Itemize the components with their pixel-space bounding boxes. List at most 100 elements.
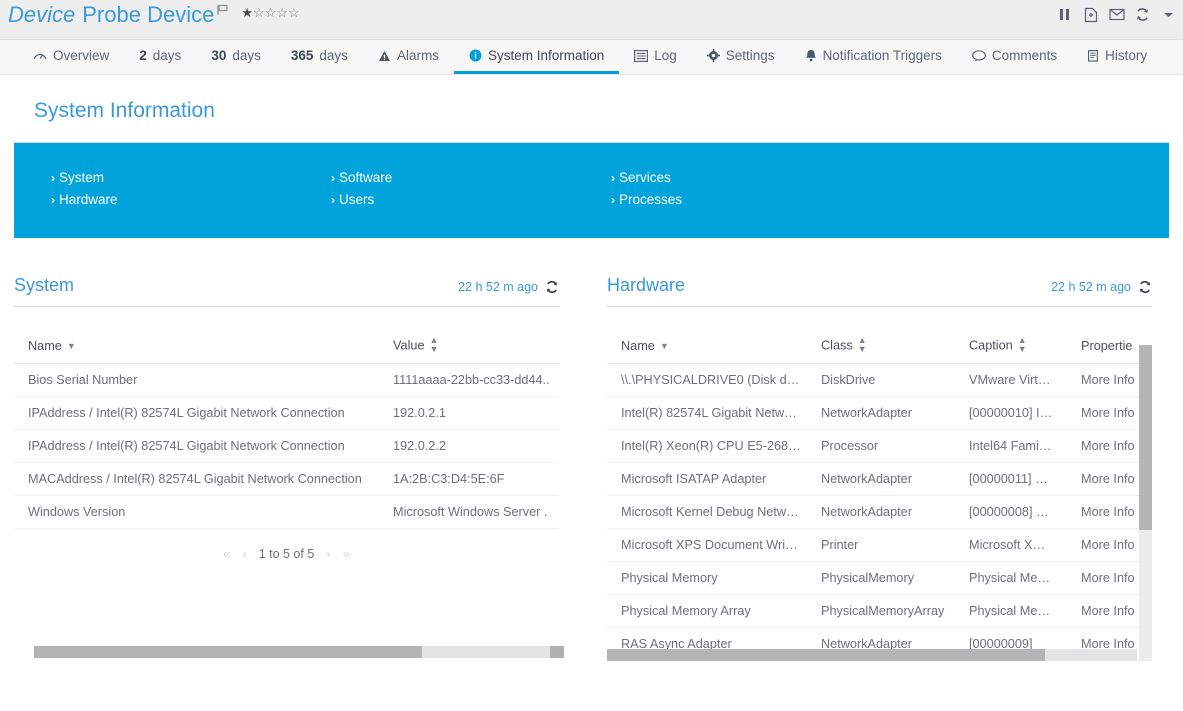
mail-icon[interactable]	[1108, 6, 1125, 23]
tab-alarms[interactable]: Alarms	[363, 40, 454, 74]
sort-none-icon: ▲ ▼	[1017, 335, 1027, 354]
tab-log[interactable]: Log	[619, 40, 692, 74]
bell-icon	[805, 49, 817, 62]
rating-stars[interactable]: ★☆☆☆☆	[241, 6, 299, 19]
table-row[interactable]: Physical Memory PhysicalMemory Physical Me…	[607, 561, 1152, 595]
column-header-caption[interactable]: Caption ▲ ▼	[955, 329, 1067, 364]
hardware-table: Name ▼ Class ▲ ▼ Caption ▲ ▼ Propertie \\.\PH…	[607, 329, 1152, 661]
hardware-vertical-scrollbar[interactable]	[1139, 345, 1152, 661]
quick-link-software[interactable]: › Software	[331, 167, 574, 189]
cell-caption: Intel64 Fami…	[955, 429, 1067, 463]
quick-link-hardware[interactable]: › Hardware	[51, 189, 294, 211]
tab-30-days[interactable]: 30 days	[196, 40, 276, 74]
chevron-down-icon[interactable]	[1160, 6, 1177, 23]
pagination-first-button[interactable]: «	[223, 546, 231, 561]
tab-label: Settings	[725, 48, 775, 63]
refresh-icon[interactable]	[1138, 280, 1152, 294]
table-row[interactable]: Microsoft Kernel Debug Netw… NetworkAdapt…	[607, 495, 1152, 529]
sort-none-icon: ▲ ▼	[857, 335, 867, 354]
system-table: Name ▼ Value ▲ ▼ Bios Serial Number 1111aaaa…	[14, 329, 559, 529]
table-row[interactable]: Microsoft ISATAP Adapter NetworkAdapter [0…	[607, 462, 1152, 496]
quick-link-services[interactable]: › Services	[611, 167, 854, 189]
scrollbar-endcap[interactable]	[550, 646, 564, 658]
table-row[interactable]: Microsoft XPS Document Wri… Printer Micros…	[607, 528, 1152, 562]
star-empty[interactable]: ☆☆☆☆	[252, 5, 300, 20]
add-document-icon[interactable]	[1082, 6, 1099, 23]
hardware-panel-header: Hardware 22 h 52 m ago	[607, 275, 1152, 307]
pagination-next-button[interactable]: ›	[326, 546, 331, 561]
tab-365-days[interactable]: 365 days	[276, 40, 363, 74]
table-row[interactable]: Physical Memory Array PhysicalMemoryArray…	[607, 594, 1152, 628]
refresh-icon[interactable]	[545, 280, 559, 294]
more-info-link[interactable]: More Info	[1067, 363, 1152, 397]
table-row[interactable]: \\.\PHYSICALDRIVE0 (Disk dr… DiskDrive VMw…	[607, 363, 1152, 397]
tab-notification-triggers[interactable]: Notification Triggers	[790, 40, 957, 74]
tab-settings[interactable]: Settings	[692, 40, 790, 74]
tab-overview[interactable]: Overview	[18, 40, 124, 74]
scrollbar-thumb[interactable]	[607, 649, 1045, 661]
column-header-name[interactable]: Name ▼	[607, 329, 807, 364]
cell-value: 1111aaaa-22bb-cc33-dd44..	[379, 363, 559, 397]
tab-label: Overview	[53, 48, 110, 63]
device-title: Device Probe Device ★☆☆☆☆	[8, 2, 300, 28]
warning-triangle-icon	[378, 50, 391, 62]
table-row[interactable]: MACAddress / Intel(R) 82574L Gigabit Net…	[14, 462, 559, 496]
more-info-link[interactable]: More Info	[1067, 462, 1152, 496]
more-info-link[interactable]: More Info	[1067, 396, 1152, 430]
more-info-link[interactable]: More Info	[1067, 561, 1152, 595]
cell-caption: VMware Virt…	[955, 363, 1067, 397]
star-filled[interactable]: ★	[241, 5, 253, 20]
tab-history[interactable]: History	[1072, 40, 1162, 74]
cell-value: Microsoft Windows Server .	[379, 495, 559, 529]
cell-caption: [00000011] …	[955, 462, 1067, 496]
gauge-icon	[33, 49, 47, 62]
column-header-name[interactable]: Name ▼	[14, 329, 379, 364]
column-header-properties[interactable]: Propertie	[1067, 329, 1152, 364]
tab-days-unit: days	[319, 48, 348, 63]
quick-link-label: Users	[339, 192, 375, 207]
panels-row: System 22 h 52 m ago Name ▼ Value ▲ ▼	[0, 275, 1183, 661]
cell-caption: [00000008] …	[955, 495, 1067, 529]
column-label: Propertie	[1081, 339, 1133, 353]
column-header-value[interactable]: Value ▲ ▼	[379, 329, 559, 364]
flag-icon[interactable]	[217, 4, 228, 18]
more-info-link[interactable]: More Info	[1067, 429, 1152, 463]
more-info-link[interactable]: More Info	[1067, 495, 1152, 529]
quick-link-label: Hardware	[59, 192, 118, 207]
table-row[interactable]: IPAddress / Intel(R) 82574L Gigabit Netw…	[14, 429, 559, 463]
pause-icon[interactable]	[1056, 6, 1073, 23]
quick-link-processes[interactable]: › Processes	[611, 189, 854, 211]
pagination-last-button[interactable]: »	[342, 546, 350, 561]
cell-caption: Microsoft X…	[955, 528, 1067, 562]
column-label: Value	[393, 338, 425, 353]
hardware-horizontal-scrollbar[interactable]	[607, 649, 1137, 661]
cell-value: 192.0.2.1	[379, 396, 559, 430]
sort-desc-icon: ▼	[66, 341, 76, 352]
cell-name: Bios Serial Number	[14, 363, 379, 397]
tab-days-number: 365	[290, 48, 314, 63]
tab-system-information[interactable]: System Information	[453, 40, 620, 74]
table-row[interactable]: Windows Version Microsoft Windows Server …	[14, 495, 559, 529]
table-header-row: Name ▼ Class ▲ ▼ Caption ▲ ▼ Propertie	[607, 329, 1152, 364]
system-horizontal-scrollbar[interactable]	[34, 646, 564, 658]
table-row[interactable]: IPAddress / Intel(R) 82574L Gigabit Netw…	[14, 396, 559, 430]
cell-name: IPAddress / Intel(R) 82574L Gigabit Netw…	[14, 396, 379, 430]
scrollbar-thumb[interactable]	[34, 646, 422, 658]
column-header-class[interactable]: Class ▲ ▼	[807, 329, 955, 364]
scrollbar-thumb[interactable]	[1139, 345, 1152, 530]
table-row[interactable]: Intel(R) Xeon(R) CPU E5-2680… Processor In…	[607, 429, 1152, 463]
quick-link-system[interactable]: › System	[51, 167, 294, 189]
tab-comments[interactable]: Comments	[957, 40, 1072, 74]
more-info-link[interactable]: More Info	[1067, 594, 1152, 628]
hardware-panel: Hardware 22 h 52 m ago Name ▼ Class ▲ ▼	[607, 275, 1152, 661]
hardware-table-body: \\.\PHYSICALDRIVE0 (Disk dr… DiskDrive VMw…	[607, 363, 1152, 661]
page-content: System Information › System › Hardware › So…	[0, 75, 1183, 661]
pagination-prev-button[interactable]: ‹	[242, 546, 247, 561]
table-row[interactable]: Intel(R) 82574L Gigabit Netw… NetworkAdap…	[607, 396, 1152, 430]
quick-link-users[interactable]: › Users	[331, 189, 574, 211]
more-info-link[interactable]: More Info	[1067, 528, 1152, 562]
tab-2-days[interactable]: 2 days	[124, 40, 196, 74]
refresh-icon[interactable]	[1134, 6, 1151, 23]
title-divider	[14, 142, 1169, 143]
table-row[interactable]: Bios Serial Number 1111aaaa-22bb-cc33-dd4…	[14, 363, 559, 397]
